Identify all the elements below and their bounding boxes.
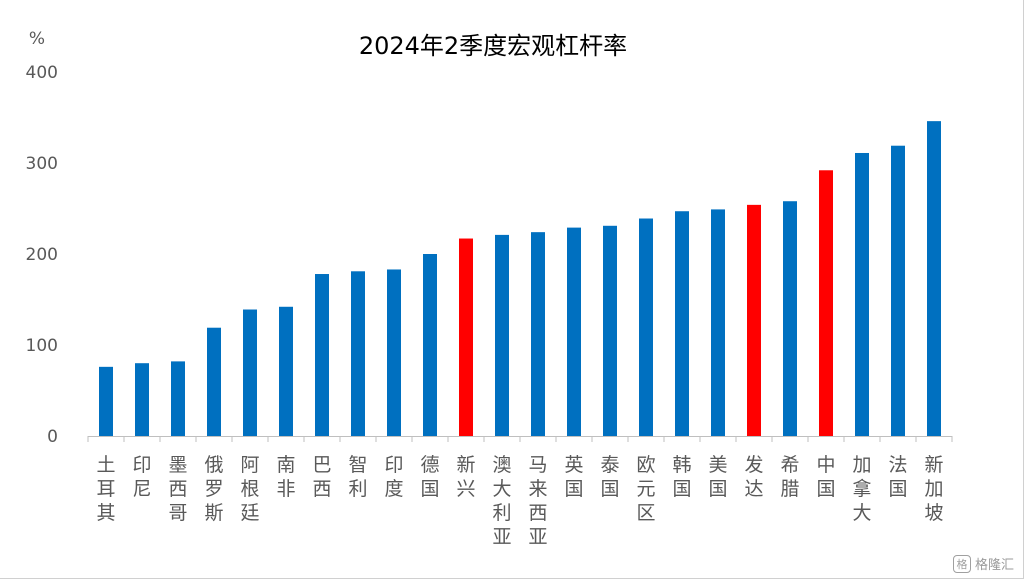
- x-tick-label: 印尼: [132, 454, 151, 500]
- bar: [603, 225, 617, 436]
- x-tick-label: 新加坡: [924, 454, 943, 524]
- bar: [171, 361, 185, 436]
- bar: [315, 274, 329, 436]
- bar: [423, 254, 437, 436]
- y-tick-label: 100: [26, 336, 58, 356]
- bar: [495, 234, 509, 436]
- x-tick-label: 英国: [564, 454, 583, 500]
- x-axis-labels: 土耳其印尼墨西哥俄罗斯阿根廷南非巴西智利印度德国新兴澳大利亚马来西亚英国泰国欧元…: [87, 436, 953, 548]
- bar: [387, 269, 401, 436]
- watermark-logo-icon: 格: [952, 554, 971, 573]
- y-tick-label: 400: [26, 63, 58, 83]
- x-tick-label: 韩国: [672, 454, 691, 500]
- x-tick-label: 阿根廷: [240, 454, 259, 524]
- watermark: 格 格隆汇: [952, 554, 1014, 573]
- bar: [135, 363, 149, 436]
- watermark-text: 格隆汇: [974, 558, 1014, 573]
- x-tick-label: 巴西: [312, 454, 331, 500]
- bar: [567, 227, 581, 436]
- y-axis-unit: %: [29, 29, 45, 49]
- x-tick-label: 土耳其: [96, 454, 115, 524]
- y-axis-ticks: 0 100 200 300 400: [26, 63, 58, 447]
- x-tick-label: 新兴: [456, 454, 475, 500]
- x-tick-label: 澳大利亚: [492, 454, 511, 548]
- chart-title: 2024年2季度宏观杠杆率: [359, 32, 627, 60]
- x-tick-label: 智利: [348, 454, 367, 500]
- x-tick-label: 俄罗斯: [204, 454, 223, 524]
- bar: [99, 366, 113, 436]
- x-tick-label: 中国: [816, 454, 835, 500]
- x-tick-label: 发达: [744, 454, 763, 500]
- bar: [819, 170, 833, 436]
- bar: [855, 152, 869, 437]
- x-tick-label: 墨西哥: [168, 454, 187, 524]
- y-tick-label: 0: [47, 427, 58, 447]
- bar: [927, 121, 941, 436]
- x-tick-label: 南非: [276, 454, 295, 500]
- bar: [891, 145, 905, 436]
- x-tick-label: 美国: [708, 454, 727, 500]
- y-tick-label: 300: [26, 154, 58, 174]
- bar: [783, 201, 797, 436]
- bar: [351, 271, 365, 436]
- bar: [639, 218, 653, 436]
- bar: [207, 327, 221, 436]
- x-tick-label: 德国: [420, 454, 439, 500]
- bar: [675, 211, 689, 436]
- x-tick-label: 泰国: [600, 454, 619, 500]
- bar: [459, 238, 473, 436]
- x-tick-label: 法国: [888, 454, 907, 500]
- bar: [711, 209, 725, 436]
- x-tick-label: 加拿大: [852, 454, 871, 524]
- bar: [279, 306, 293, 436]
- y-tick-label: 200: [26, 245, 58, 265]
- x-tick-label: 印度: [384, 454, 403, 500]
- x-tick-label: 希腊: [780, 454, 799, 500]
- x-tick-label: 马来西亚: [528, 454, 547, 548]
- bars: [99, 121, 941, 437]
- bar: [243, 309, 257, 436]
- x-tick-label: 欧元区: [636, 454, 655, 524]
- bar: [531, 232, 545, 436]
- bar: [747, 204, 761, 436]
